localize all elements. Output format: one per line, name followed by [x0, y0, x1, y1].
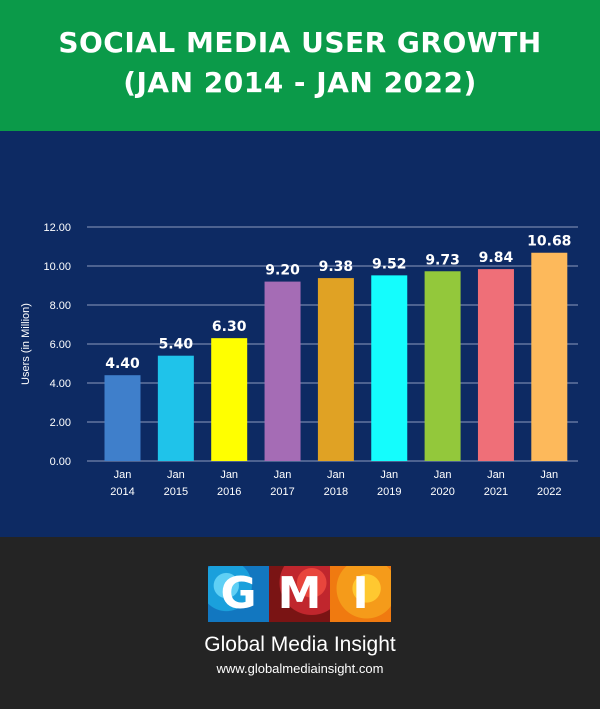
bar — [104, 375, 141, 461]
chart-title-line1: SOCIAL MEDIA USER GROWTH — [58, 26, 542, 59]
bar-chart: 0.00 2.00 4.00 6.00 8.00 10.00 12.00 Users (in … — [20, 222, 578, 498]
x-tick-label-month: Jan — [220, 469, 238, 481]
bar-value-label: 9.84 — [479, 250, 514, 266]
logo-letter-i: I — [330, 566, 391, 622]
brand-name: Global Media Insight — [204, 633, 396, 656]
bar — [211, 338, 248, 461]
x-tick-label-month: Jan — [487, 469, 505, 481]
bar-value-label: 9.20 — [265, 263, 300, 279]
bar — [531, 252, 568, 461]
gmi-logo: G M I — [208, 566, 392, 622]
x-tick-label-year: 2017 — [270, 486, 294, 498]
x-tick-label-month: Jan — [167, 469, 185, 481]
x-tick-label-year: 2022 — [537, 486, 561, 498]
y-tick-label: 8.00 — [50, 300, 71, 312]
x-tick-label-month: Jan — [327, 469, 345, 481]
bar — [371, 275, 408, 461]
y-tick-label: 0.00 — [50, 456, 71, 468]
x-tick-label-year: 2021 — [484, 486, 508, 498]
x-tick-label-year: 2014 — [110, 486, 134, 498]
chart-title-line2: (JAN 2014 - JAN 2022) — [123, 66, 477, 99]
bar-value-label: 5.40 — [159, 337, 194, 353]
logo-letter-m: M — [269, 566, 330, 622]
x-tick-label-month: Jan — [274, 469, 292, 481]
x-tick-label-year: 2020 — [430, 486, 454, 498]
bar-value-label: 4.40 — [105, 356, 140, 372]
bar-value-label: 9.38 — [319, 259, 354, 275]
bar-value-label: 9.73 — [425, 252, 460, 268]
bar — [264, 281, 301, 461]
y-axis-label: Users (in Million) — [20, 303, 32, 385]
y-tick-label: 12.00 — [43, 222, 71, 234]
bar — [317, 278, 354, 461]
x-tick-label-month: Jan — [540, 469, 558, 481]
y-tick-label: 6.00 — [50, 339, 71, 351]
chart-panel: 0.00 2.00 4.00 6.00 8.00 10.00 12.00 Users (in … — [0, 131, 600, 537]
bar — [424, 271, 461, 461]
logo-letter-g: G — [208, 566, 269, 622]
x-tick-label-year: 2015 — [164, 486, 188, 498]
bar-value-label: 9.52 — [372, 256, 407, 272]
y-tick-label: 2.00 — [50, 417, 71, 429]
y-tick-label: 4.00 — [50, 378, 71, 390]
x-tick-label-year: 2018 — [324, 486, 348, 498]
bar-value-label: 10.68 — [527, 234, 571, 250]
bar — [157, 355, 194, 461]
header-banner: SOCIAL MEDIA USER GROWTH (JAN 2014 - JAN… — [0, 0, 600, 131]
footer: G M I Global Media Insight www.globalmed… — [0, 537, 600, 709]
x-tick-label-year: 2019 — [377, 486, 401, 498]
website-link[interactable]: www.globalmediainsight.com — [216, 661, 384, 676]
x-tick-label-month: Jan — [380, 469, 398, 481]
x-tick-label-month: Jan — [434, 469, 452, 481]
y-tick-label: 10.00 — [43, 261, 71, 273]
x-tick-label-month: Jan — [114, 469, 132, 481]
x-tick-label-year: 2016 — [217, 486, 241, 498]
bar-value-label: 6.30 — [212, 319, 247, 335]
bar — [477, 269, 514, 461]
